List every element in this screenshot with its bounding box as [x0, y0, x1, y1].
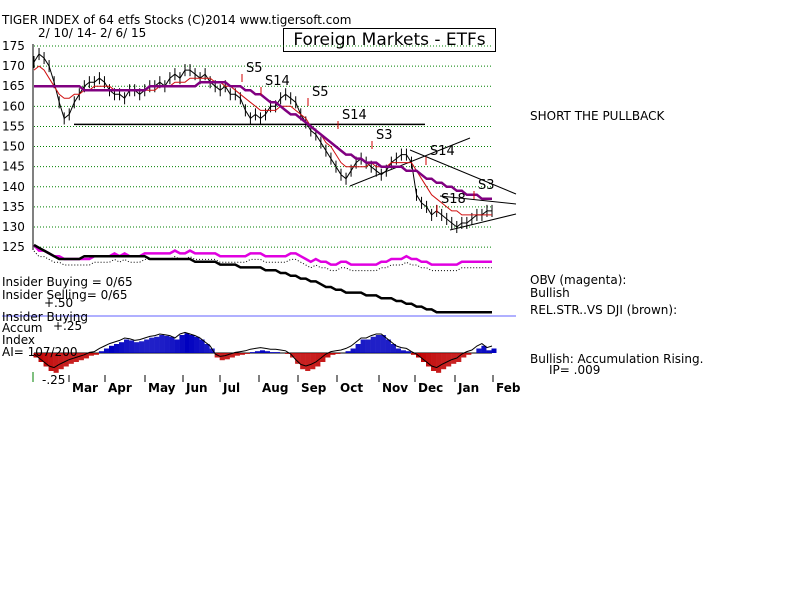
signal-s5-2: S5 — [312, 85, 329, 100]
annotation-short-pullback: SHORT THE PULLBACK — [530, 109, 665, 123]
accum-label: Accum — [2, 321, 43, 335]
trend-line-1 — [349, 137, 471, 187]
month-label-feb: Feb — [496, 381, 521, 395]
signal-s3-7: S3 — [478, 178, 495, 193]
ytick-130: 130 — [2, 220, 25, 234]
month-label-aug: Aug — [262, 381, 288, 395]
month-label-oct: Oct — [340, 381, 363, 395]
obv-line — [33, 244, 492, 266]
ytick-125: 125 — [2, 240, 25, 254]
trend-line-2 — [409, 149, 517, 195]
month-label-jan: Jan — [457, 381, 479, 395]
month-label-nov: Nov — [382, 381, 408, 395]
accum-minus-25-label: -.25 — [42, 373, 66, 387]
ai-label: AI= 107/200 — [2, 345, 78, 359]
accum-bullish-label: Bullish: Accumulation Rising. — [530, 352, 704, 366]
signal-s14-5: S14 — [430, 144, 455, 159]
chart-header-line1: TIGER INDEX of 64 etfs Stocks (C)2014 ww… — [2, 13, 352, 27]
ytick-145: 145 — [2, 160, 25, 174]
ytick-140: 140 — [2, 180, 25, 194]
relstr-label: REL.STR..VS DJI (brown): — [530, 303, 678, 317]
obv-ma-line — [33, 250, 492, 272]
insider-buying-label: Insider Buying = 0/65 — [2, 275, 133, 289]
ip-label: IP= .009 — [549, 363, 601, 377]
price-line — [33, 53, 492, 228]
ma-long-line — [34, 80, 492, 201]
signal-s18-6: S18 — [441, 192, 466, 207]
chart-title-box: Foreign Markets - ETFs — [283, 28, 496, 52]
month-label-mar: Mar — [72, 381, 98, 395]
relstr-line — [33, 243, 492, 314]
ytick-160: 160 — [2, 99, 25, 113]
ytick-155: 155 — [2, 119, 25, 133]
ytick-175: 175 — [2, 39, 25, 53]
month-label-sep: Sep — [301, 381, 327, 395]
obv-bullish-label: Bullish — [530, 286, 570, 300]
month-label-jul: Jul — [222, 381, 240, 395]
insider-selling-label: Insider Selling= 0/65 — [2, 288, 128, 302]
chart-date-range: 2/ 10/ 14- 2/ 6/ 15 — [38, 26, 147, 40]
ytick-165: 165 — [2, 79, 25, 93]
ytick-150: 150 — [2, 140, 25, 154]
obv-magenta-label: OBV (magenta): — [530, 273, 627, 287]
obv-plus-50-label: +.50 — [44, 296, 74, 310]
trend-line-4 — [449, 213, 517, 231]
ytick-135: 135 — [2, 200, 25, 214]
insider-buying-line-label: Insider Buying — [2, 310, 88, 324]
signal-s3-4: S3 — [376, 128, 393, 143]
month-label-may: May — [148, 381, 176, 395]
month-label-apr: Apr — [108, 381, 132, 395]
ma-short-line — [33, 65, 492, 216]
signal-s14-3: S14 — [342, 108, 367, 123]
signal-s5-0: S5 — [246, 61, 263, 76]
ytick-170: 170 — [2, 59, 25, 73]
index-label: Index — [2, 333, 36, 347]
accum-plus-25-label: +.25 — [53, 319, 83, 333]
month-label-jun: Jun — [185, 381, 208, 395]
accum-ma-line — [33, 331, 493, 369]
month-label-dec: Dec — [418, 381, 443, 395]
signal-s14-1: S14 — [265, 74, 290, 89]
trend-line-3 — [439, 195, 517, 205]
